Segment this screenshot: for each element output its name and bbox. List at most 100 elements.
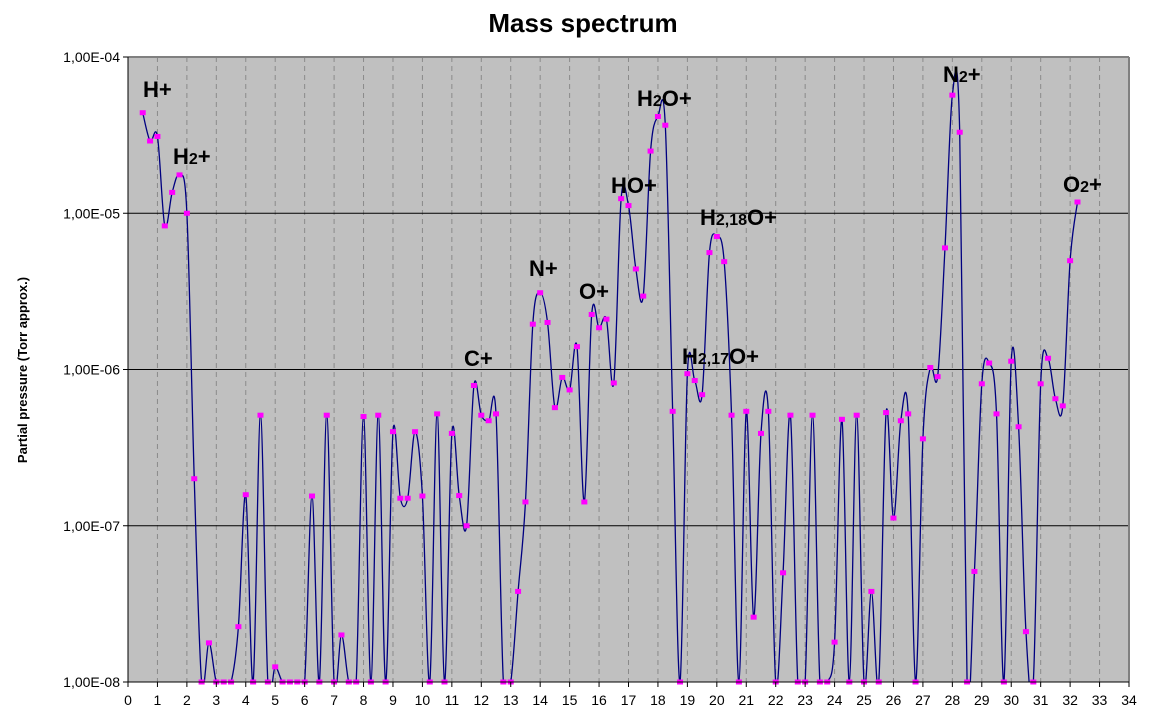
data-point	[809, 412, 816, 418]
data-point	[654, 114, 661, 120]
peak-label: N2+	[943, 62, 981, 87]
data-point	[191, 476, 198, 482]
data-point	[397, 495, 404, 501]
peak-label-subscript: 2,18	[716, 212, 747, 229]
data-point	[956, 129, 963, 135]
data-point	[434, 411, 441, 417]
x-tick-label: 12	[474, 692, 490, 708]
data-point	[691, 378, 698, 384]
data-point	[618, 196, 625, 202]
peak-label-main: H	[700, 205, 716, 230]
data-point	[610, 380, 617, 386]
data-point	[448, 430, 455, 436]
data-point	[1052, 396, 1059, 402]
data-point	[978, 381, 985, 387]
data-point	[404, 495, 411, 501]
data-point	[743, 408, 750, 414]
data-point	[559, 374, 566, 380]
data-point	[1015, 424, 1022, 430]
peak-label-suffix: +	[159, 77, 172, 102]
data-point	[757, 430, 764, 436]
data-point	[456, 493, 463, 499]
x-tick-label: 9	[389, 692, 397, 708]
data-point	[868, 588, 875, 594]
data-point	[272, 664, 279, 670]
data-point	[905, 411, 912, 417]
data-point	[147, 138, 154, 144]
x-tick-label: 4	[242, 692, 250, 708]
peak-label-suffix: +	[545, 256, 558, 281]
data-point	[596, 325, 603, 331]
peak-label-main: O	[1063, 172, 1080, 197]
data-point	[573, 344, 580, 350]
x-tick-label: 32	[1062, 692, 1078, 708]
data-point	[971, 568, 978, 574]
x-tick-label: 23	[797, 692, 813, 708]
data-point	[662, 122, 669, 128]
data-point	[1074, 199, 1081, 205]
data-point	[883, 410, 890, 416]
peak-label: H2O+	[637, 86, 692, 111]
peak-label-main: H	[637, 86, 653, 111]
x-tick-label: 18	[650, 692, 666, 708]
peak-label: H2,17O+	[682, 344, 759, 369]
x-tick-label: 8	[360, 692, 368, 708]
data-point	[919, 436, 926, 442]
data-point	[176, 172, 183, 178]
data-point	[699, 392, 706, 398]
x-tick-label: 5	[271, 692, 279, 708]
data-point	[419, 493, 426, 499]
data-point	[706, 250, 713, 256]
data-point	[470, 382, 477, 388]
data-point	[522, 499, 529, 505]
horizontal-gridlines	[128, 212, 1129, 527]
peak-annotations: H+H2+C+N+O+HO+H2O+H2,18O+H2,17O+N2+O2+	[143, 62, 1102, 371]
data-point	[389, 429, 396, 435]
data-point	[493, 411, 500, 417]
x-tick-label: 28	[945, 692, 961, 708]
data-point	[323, 412, 330, 418]
peak-label: H2+	[173, 144, 211, 169]
data-point	[235, 624, 242, 630]
y-tick-label: 1,00E-06	[63, 362, 120, 378]
data-point	[853, 412, 860, 418]
data-point	[1022, 629, 1029, 635]
data-point	[1067, 258, 1074, 264]
data-point	[728, 412, 735, 418]
data-point	[544, 319, 551, 325]
peak-label: C+	[464, 346, 493, 371]
data-point	[338, 632, 345, 638]
data-point	[897, 418, 904, 424]
data-point	[515, 588, 522, 594]
x-tick-label: 3	[212, 692, 220, 708]
data-point	[375, 412, 382, 418]
peak-label-main: N	[943, 62, 959, 87]
x-tick-label: 24	[827, 692, 843, 708]
x-tick-label: 0	[124, 692, 132, 708]
data-point	[529, 321, 536, 327]
y-axis-ticks: 1,00E-04 1,00E-05 1,00E-06 1,00E-07 1,00E-08	[63, 49, 128, 690]
peak-label-subscript: 2	[653, 93, 662, 110]
data-point	[581, 499, 588, 505]
x-tick-label: 33	[1092, 692, 1108, 708]
x-tick-label: 31	[1033, 692, 1049, 708]
data-point	[927, 364, 934, 370]
peak-label-subscript: 2	[1080, 179, 1089, 196]
data-point	[566, 387, 573, 393]
x-tick-label: 6	[301, 692, 309, 708]
x-tick-label: 29	[974, 692, 990, 708]
data-point	[485, 418, 492, 424]
data-point	[309, 493, 316, 499]
data-point	[765, 408, 772, 414]
data-point	[1059, 403, 1066, 409]
x-tick-label: 10	[415, 692, 431, 708]
data-point	[831, 639, 838, 645]
data-point	[463, 523, 470, 529]
peak-label-suffix: O+	[662, 86, 692, 111]
peak-label-main: H	[143, 77, 159, 102]
peak-label-suffix: +	[198, 144, 211, 169]
peak-label-subscript: 2,17	[698, 351, 729, 368]
peak-label: O+	[579, 279, 609, 304]
data-point	[537, 290, 544, 296]
peak-label-suffix: +	[1089, 172, 1102, 197]
